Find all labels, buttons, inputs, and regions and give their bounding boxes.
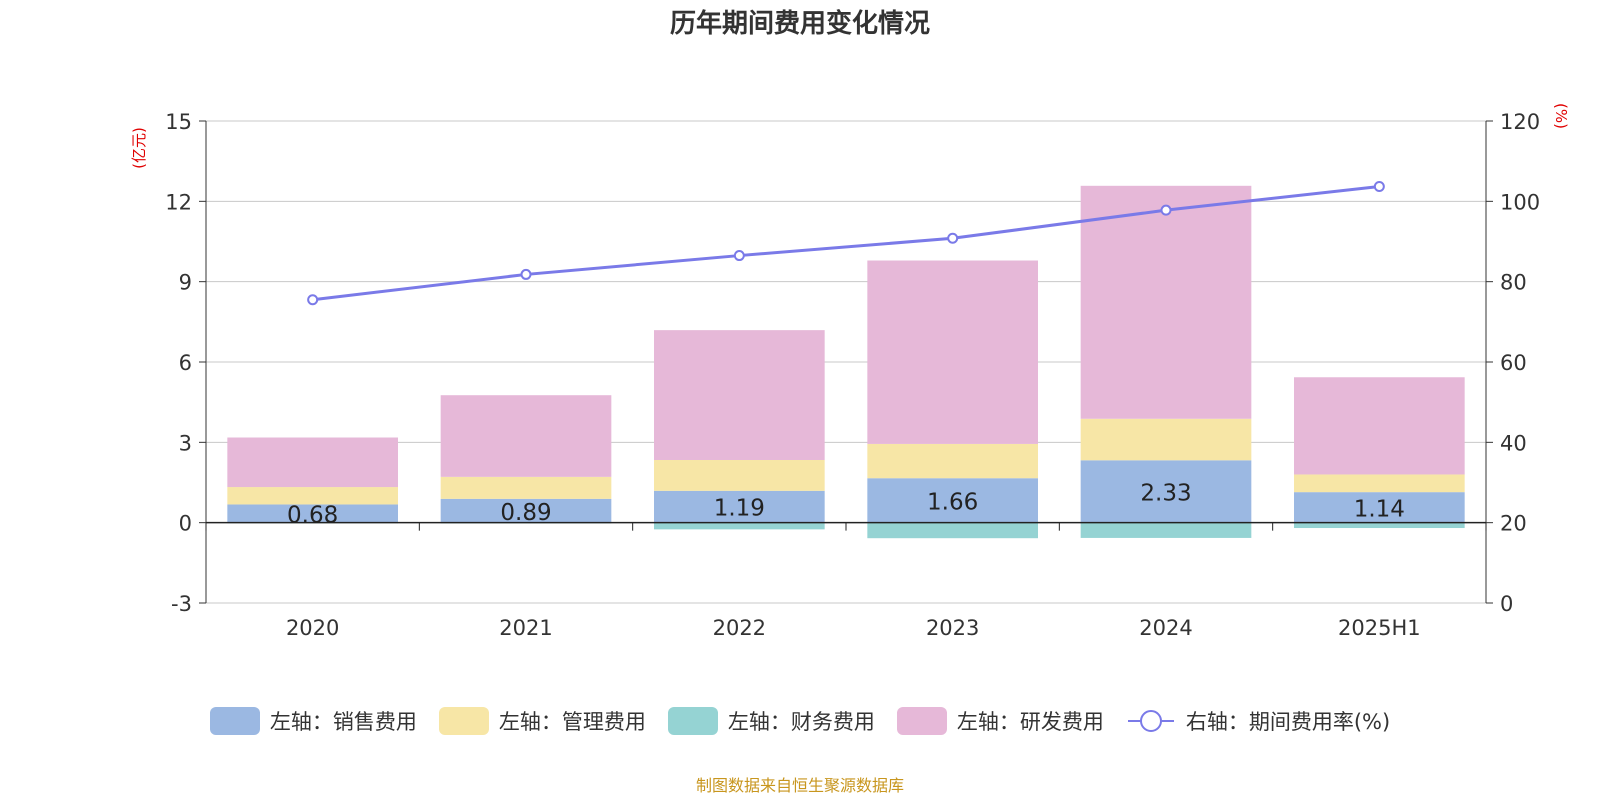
bar-segment	[227, 487, 398, 505]
bar-data-label: 1.14	[1354, 496, 1405, 522]
x-tick-label: 2020	[286, 616, 339, 640]
legend-swatch-sales	[209, 707, 260, 735]
rate-line	[312, 184, 1380, 302]
rate-point	[733, 250, 745, 262]
y-left-tick-label: 12	[165, 190, 192, 214]
y-right-tick-label: 120	[1500, 110, 1540, 134]
y-right-tick-label: 60	[1500, 351, 1527, 375]
bar-data-label: 1.66	[927, 489, 978, 515]
legend-swatch-finance	[667, 707, 718, 735]
bar-data-label: 2.33	[1140, 480, 1191, 506]
bar-segment	[654, 330, 825, 461]
bar-segment	[654, 460, 825, 491]
bar-segment	[1294, 522, 1465, 529]
bar-segment	[1080, 460, 1252, 523]
legend-swatch-rnd	[896, 707, 947, 735]
y-left-tick-label: 3	[179, 431, 192, 455]
y-right-unit: (%)	[1552, 103, 1570, 129]
bar-segment	[440, 476, 612, 499]
chart-title: 历年期间费用变化情况	[670, 8, 930, 39]
x-tick-label: 2023	[926, 616, 979, 640]
y-right-tick-label: 0	[1500, 592, 1513, 616]
bar-segment	[440, 498, 612, 523]
bar-segment	[1080, 522, 1252, 538]
source-footer: 制图数据来自恒生聚源数据库	[695, 776, 904, 795]
bar-segment	[654, 490, 825, 523]
legend-item-rnd[interactable]: 左轴：研发费用	[896, 706, 1104, 736]
legend-line-marker-icon	[1127, 710, 1174, 732]
rate-point	[307, 294, 319, 306]
bar-segment	[867, 260, 1038, 444]
x-tick-label: 2022	[713, 616, 766, 640]
bar-segment	[1294, 377, 1465, 475]
x-tick-label: 2025H1	[1338, 616, 1421, 640]
legend-label-rate: 右轴：期间费用率(%)	[1185, 710, 1391, 734]
y-left-tick-label: 0	[179, 512, 192, 536]
bar-segment	[867, 522, 1038, 539]
y-right-tick-label: 80	[1500, 271, 1527, 295]
y-left-tick-label: -3	[171, 592, 192, 616]
y-left-tick-label: 6	[179, 351, 192, 375]
legend-swatch-admin	[438, 707, 489, 735]
y-right-tick-label: 20	[1500, 512, 1527, 536]
bar-segment	[867, 443, 1038, 479]
bar-segment	[227, 504, 398, 523]
bar-segment	[440, 395, 612, 477]
rate-point	[520, 268, 532, 280]
bar-segment	[1294, 492, 1465, 523]
bar-data-label: 1.19	[714, 496, 765, 522]
legend-label-admin: 左轴：管理费用	[498, 710, 646, 734]
legend-item-rate[interactable]: 右轴：期间费用率(%)	[1126, 706, 1390, 736]
y-right-tick-label: 40	[1500, 431, 1527, 455]
y-right-tick-label: 100	[1500, 190, 1540, 214]
y-left-unit: (亿元)	[130, 127, 148, 169]
rate-point	[1160, 204, 1172, 216]
legend-label-finance: 左轴：财务费用	[727, 710, 875, 734]
bar-data-label: 0.89	[500, 500, 551, 526]
legend: 左轴：销售费用 左轴：管理费用 左轴：财务费用 左轴：研发费用 右轴：期间费用率…	[0, 706, 1600, 736]
rate-point	[947, 232, 959, 244]
legend-label-sales: 左轴：销售费用	[269, 710, 417, 734]
rate-point	[1373, 180, 1385, 192]
legend-item-sales[interactable]: 左轴：销售费用	[209, 706, 417, 736]
bar-segment	[1294, 474, 1465, 493]
bar-segment	[227, 437, 398, 488]
y-left-tick-label: 9	[179, 271, 192, 295]
bar-segment	[1080, 418, 1252, 461]
bar-data-label: 0.68	[287, 503, 338, 529]
legend-item-finance[interactable]: 左轴：财务费用	[667, 706, 875, 736]
x-tick-label: 2021	[499, 616, 552, 640]
y-left-tick-label: 15	[165, 110, 192, 134]
bar-segment	[867, 478, 1038, 523]
legend-item-admin[interactable]: 左轴：管理费用	[438, 706, 646, 736]
x-tick-label: 2024	[1139, 616, 1192, 640]
bar-segment	[654, 522, 825, 530]
bar-segment	[1080, 185, 1252, 419]
legend-label-rnd: 左轴：研发费用	[956, 710, 1104, 734]
